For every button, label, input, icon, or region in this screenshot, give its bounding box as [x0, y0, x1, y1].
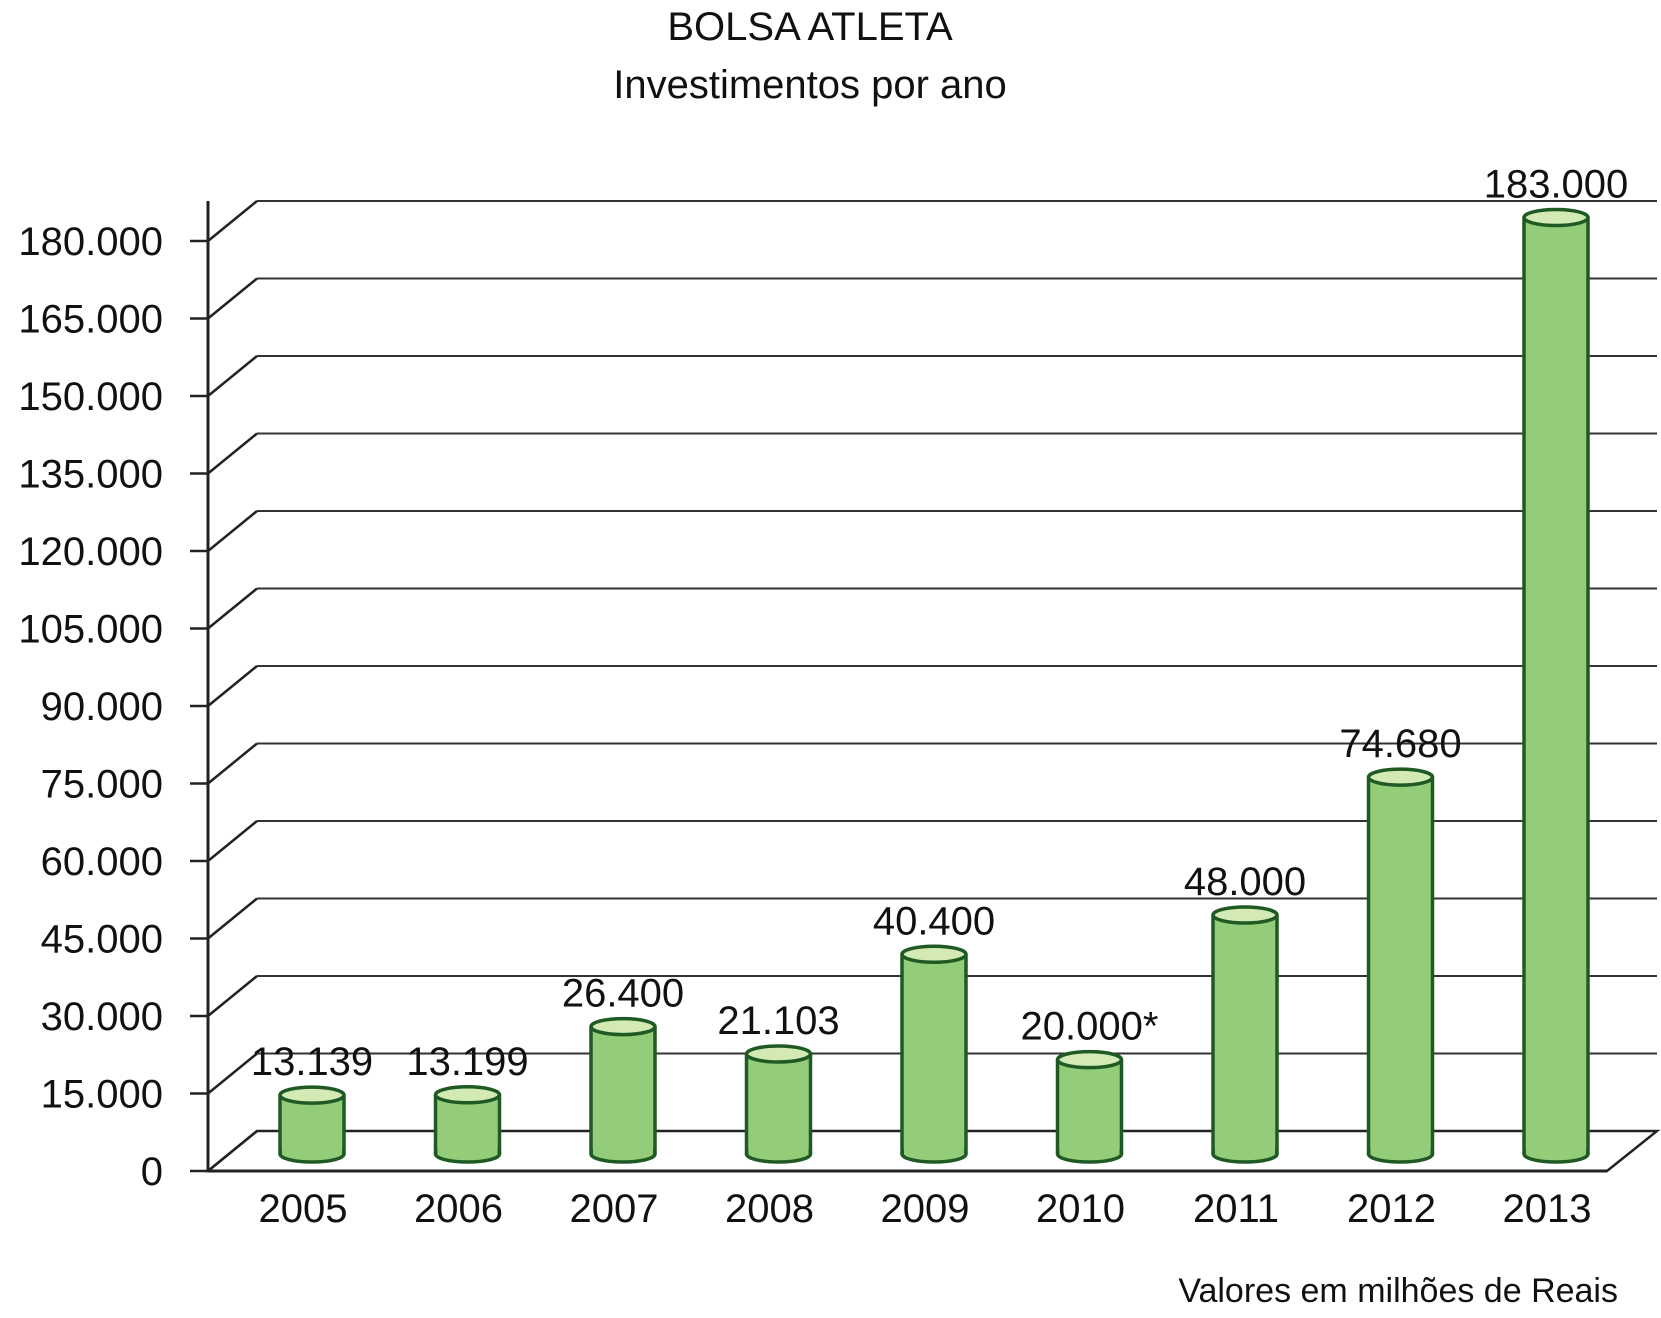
- bar-2012: [1366, 767, 1435, 1164]
- bar-top: [1055, 1049, 1124, 1070]
- grid-connector: [207, 355, 258, 397]
- grid-connector: [207, 665, 258, 707]
- data-label: 40.400: [873, 899, 995, 943]
- grid-layer: [207, 200, 1657, 1172]
- grid-connector: [207, 742, 258, 785]
- x-tick-label: 2008: [725, 1187, 814, 1231]
- bar-2007: [589, 1016, 657, 1164]
- bar-2010: [1055, 1049, 1124, 1164]
- data-label: 13.139: [251, 1040, 373, 1084]
- grid-connector: [207, 277, 258, 320]
- bar-body-cover: [593, 1026, 653, 1154]
- grid-connector: [207, 820, 258, 862]
- x-tick-labels: 2005 2006 2007 2008 2009 2010 2011 2012 2013: [259, 1187, 1592, 1231]
- chart-subtitle: Investimentos por ano: [613, 63, 1007, 107]
- bar-top: [433, 1085, 502, 1105]
- axis-layer: [190, 201, 1661, 1173]
- x-tick-label: 2006: [414, 1187, 503, 1231]
- bar-top: [1211, 905, 1279, 925]
- bar-top: [744, 1044, 813, 1064]
- bar-body-cover: [904, 954, 964, 1154]
- data-label: 20.000*: [1021, 1005, 1159, 1049]
- x-tick-label: 2007: [570, 1187, 659, 1231]
- bar-body-cover: [437, 1094, 498, 1154]
- bar-2009: [900, 944, 968, 1164]
- bar-top: [900, 944, 968, 965]
- x-tick-label: 2010: [1036, 1187, 1125, 1231]
- y-tick-label: 120.000: [18, 530, 163, 574]
- bars-layer: 13.139 13.199 26.400 21.103 40.400 20.000* 48.…: [251, 163, 1629, 1164]
- data-label: 26.400: [562, 972, 684, 1016]
- y-tick-label: 180.000: [18, 220, 163, 264]
- y-tick-labels: 0 15.000 30.000 45.000 60.000 75.000 90.000 105…: [18, 220, 163, 1194]
- bar-top: [1522, 207, 1590, 228]
- bar-2006: [433, 1085, 502, 1164]
- bar-body-cover: [748, 1053, 809, 1154]
- bar-2005: [278, 1085, 346, 1164]
- bar-body-cover: [1059, 1059, 1120, 1154]
- y-tick-label: 90.000: [41, 685, 163, 729]
- y-tick-label: 75.000: [41, 763, 163, 807]
- chart-title: BOLSA ATLETA: [667, 5, 953, 49]
- bar-body-cover: [1526, 217, 1586, 1154]
- x-tick-label: 2013: [1503, 1187, 1592, 1231]
- grid-connector: [207, 200, 258, 242]
- data-label: 21.103: [717, 999, 839, 1043]
- x-tick-label: 2011: [1193, 1187, 1279, 1231]
- bar-top: [589, 1016, 657, 1037]
- y-tick-label: 165.000: [18, 298, 163, 342]
- grid-connector: [207, 432, 258, 475]
- bar-2008: [744, 1044, 813, 1164]
- grid-connector: [207, 897, 258, 940]
- grid-connector: [207, 1052, 258, 1095]
- x-tick-label: 2005: [259, 1187, 348, 1231]
- bar-2011: [1211, 905, 1279, 1164]
- bar-top: [278, 1085, 346, 1105]
- grid-connector: [207, 510, 258, 552]
- y-tick-label: 30.000: [41, 995, 163, 1039]
- bar-body-cover: [282, 1095, 342, 1154]
- grid-connector: [207, 975, 258, 1017]
- data-label: 183.000: [1484, 163, 1629, 207]
- data-label: 13.199: [406, 1040, 528, 1084]
- y-tick-label: 135.000: [18, 453, 163, 497]
- y-tick-label: 150.000: [18, 375, 163, 419]
- bar-body-cover: [1215, 915, 1275, 1154]
- bar-top: [1366, 767, 1435, 787]
- bar-2013: [1522, 207, 1590, 1164]
- grid-connector: [207, 587, 258, 630]
- data-label: 48.000: [1184, 860, 1306, 904]
- y-tick-label: 0: [141, 1150, 163, 1194]
- bar-body-cover: [1370, 777, 1431, 1154]
- y-tick-label: 45.000: [41, 918, 163, 962]
- data-label: 74.680: [1339, 722, 1461, 766]
- x-tick-label: 2012: [1347, 1187, 1436, 1231]
- x-tick-label: 2009: [881, 1187, 970, 1231]
- y-tick-label: 15.000: [41, 1073, 163, 1117]
- y-tick-label: 60.000: [41, 840, 163, 884]
- y-tick-label: 105.000: [18, 608, 163, 652]
- units-note: Valores em milhões de Reais: [1178, 1272, 1618, 1310]
